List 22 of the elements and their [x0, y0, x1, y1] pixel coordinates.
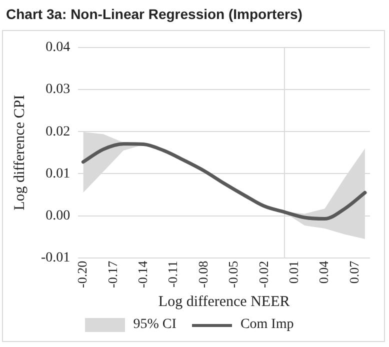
y-tick-label: 0.03	[46, 82, 70, 98]
y-tick-label: 0.04	[46, 40, 70, 56]
chart-title: Chart 3a: Non-Linear Regression (Importers)	[5, 5, 304, 24]
text: 95% CI	[133, 317, 176, 333]
y-axis-title: Log difference CPI	[12, 94, 28, 210]
x-tick-label: -0.02	[256, 260, 271, 288]
y-tick-label: 0.00	[46, 208, 70, 224]
x-tick-label: -0.08	[195, 260, 210, 288]
x-tick-label: -0.11	[165, 260, 180, 288]
y-tick-label: 0.01	[46, 166, 70, 182]
y-tick-label: 0.02	[46, 124, 70, 140]
y-tick-label: -0.01	[40, 250, 70, 266]
x-tick-label: -0.20	[74, 260, 90, 288]
line-series	[81, 142, 367, 221]
x-tick-label: 0.04	[316, 260, 332, 284]
x-tick-label: -0.17	[104, 260, 120, 288]
legend-label: Com Imp	[240, 317, 294, 333]
x-axis-title: Log difference NEER	[158, 294, 290, 310]
x-tick-label: -0.14	[134, 260, 150, 288]
x-tick-label: 0.07	[346, 260, 362, 284]
x-tick-label: -0.05	[226, 260, 241, 288]
x-tick-label: 0.01	[286, 260, 301, 284]
